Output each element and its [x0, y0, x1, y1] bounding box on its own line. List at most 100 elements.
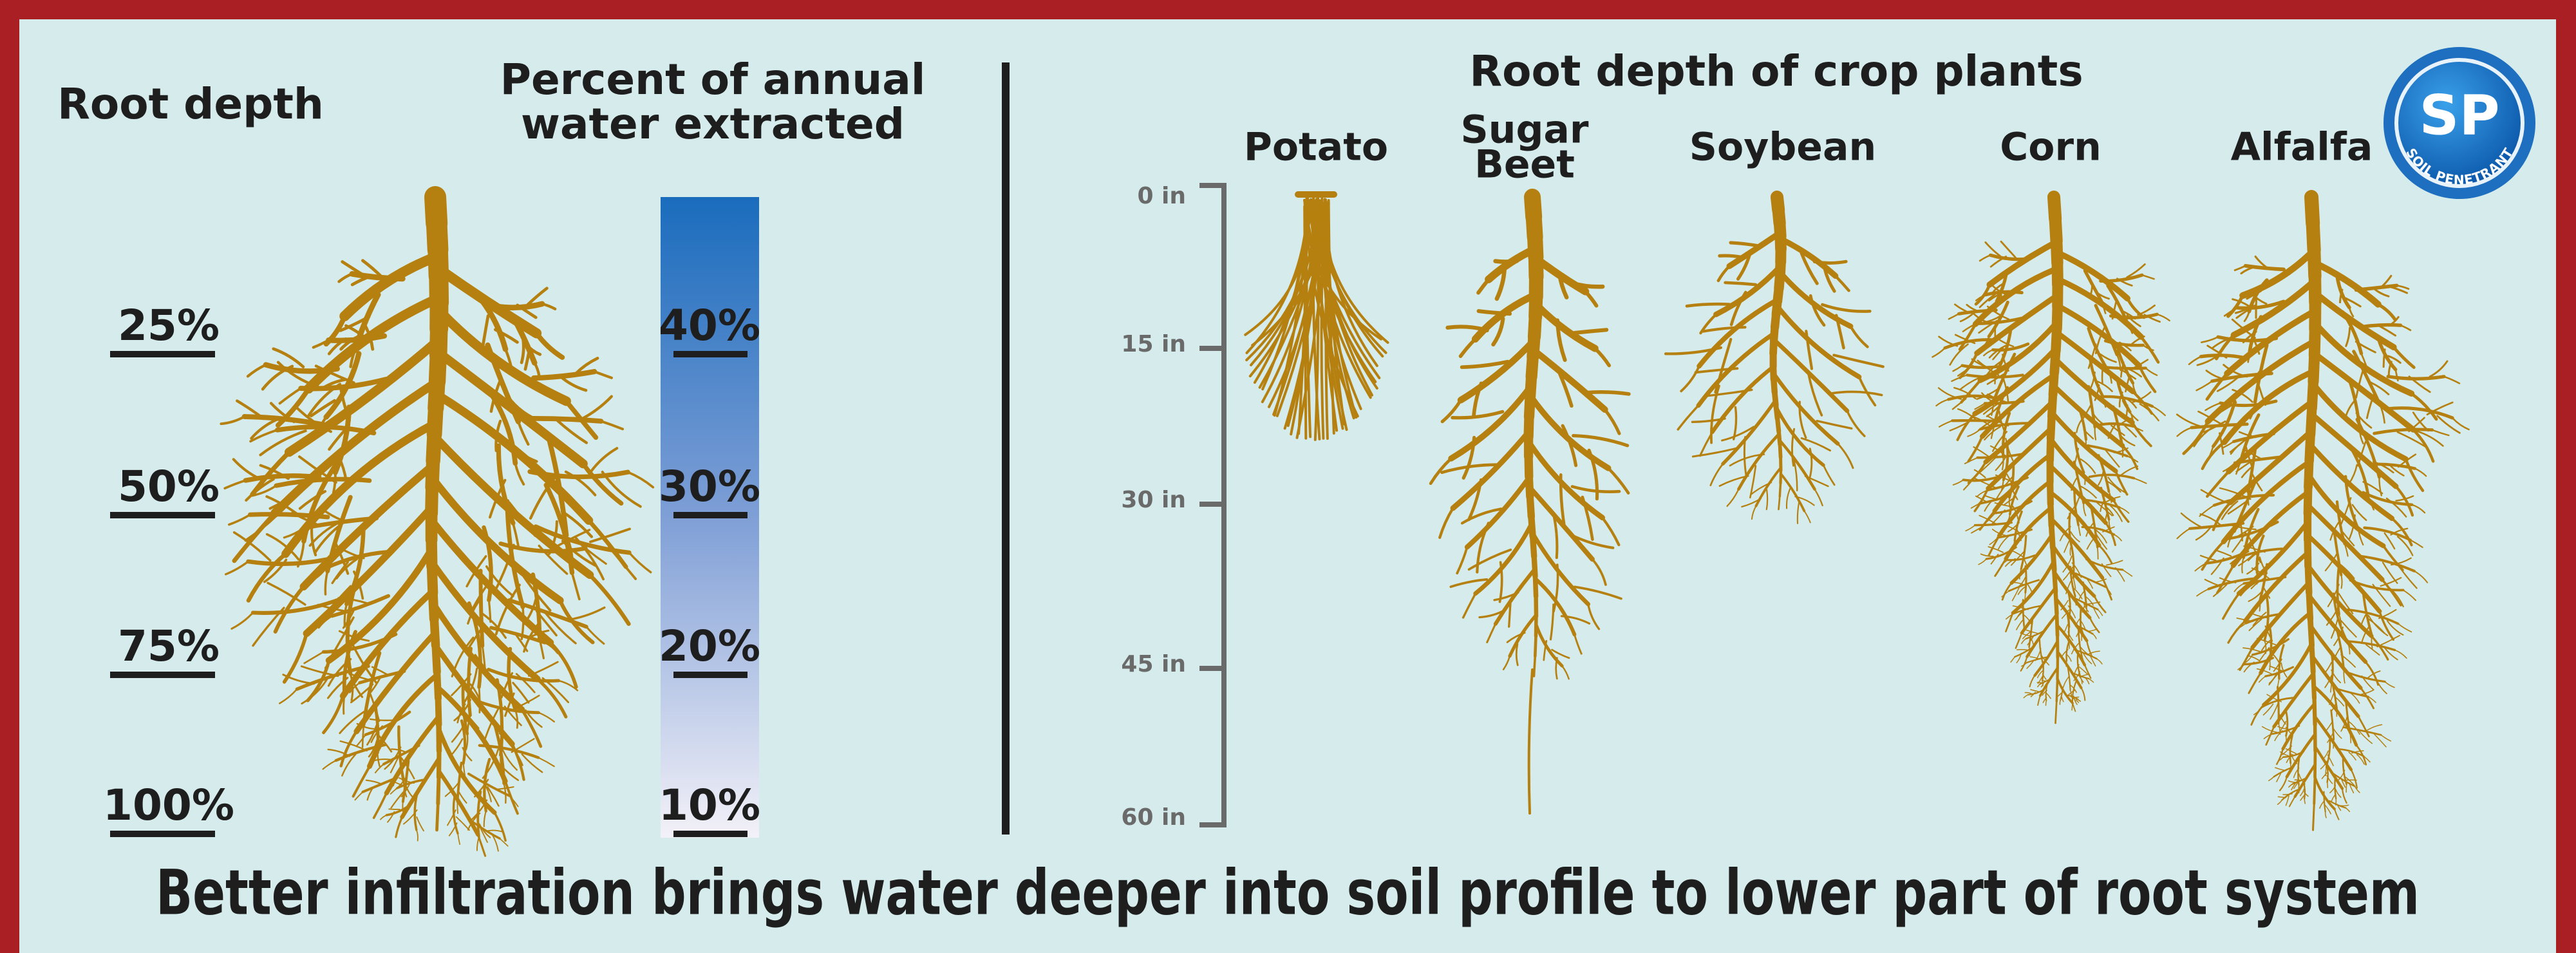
root [540, 302, 557, 310]
root [284, 335, 444, 457]
root [460, 719, 467, 765]
root [2083, 429, 2094, 440]
root [1591, 558, 1607, 586]
root [487, 829, 504, 833]
root [2387, 355, 2402, 364]
logo-disc [2394, 58, 2524, 188]
root [1527, 392, 1612, 471]
root [2040, 681, 2045, 688]
root [2380, 734, 2392, 742]
root [2293, 767, 2300, 778]
root [2130, 421, 2152, 448]
root [1303, 198, 1377, 383]
root [2036, 670, 2044, 679]
root [2100, 500, 2105, 513]
root [1974, 402, 1986, 410]
root [2014, 645, 2036, 658]
root [496, 786, 514, 790]
root [384, 714, 441, 796]
root [2004, 558, 2016, 567]
root [1821, 303, 1872, 313]
root [2024, 692, 2032, 694]
root [246, 552, 288, 603]
root [327, 748, 351, 757]
root [555, 418, 588, 444]
root [561, 540, 597, 567]
root [2237, 663, 2246, 670]
root [2258, 675, 2266, 683]
root [2085, 639, 2092, 657]
root [2256, 637, 2277, 646]
root [2285, 732, 2317, 778]
root [263, 558, 288, 583]
root [2395, 495, 2414, 502]
root [220, 415, 246, 426]
root [337, 597, 369, 605]
root [1581, 495, 1594, 541]
root [1549, 603, 1555, 641]
root [1984, 290, 2024, 297]
root [274, 476, 372, 488]
root [282, 674, 315, 685]
root [2026, 656, 2048, 664]
root [1561, 424, 1578, 467]
root [1729, 453, 1765, 467]
root [2223, 462, 2236, 473]
root [2242, 576, 2287, 585]
root [437, 727, 497, 815]
root [467, 817, 501, 840]
root [1726, 488, 1740, 507]
root [1970, 310, 1988, 323]
root [1977, 319, 2060, 383]
root [2087, 628, 2098, 632]
root [2396, 431, 2426, 448]
root [2097, 422, 2135, 428]
root [2232, 532, 2247, 553]
root [283, 527, 305, 539]
root [390, 755, 400, 773]
root [1572, 328, 1609, 335]
root [2411, 428, 2435, 463]
root [2367, 670, 2381, 679]
root [1975, 315, 2029, 325]
root [2199, 504, 2215, 517]
root [2251, 567, 2271, 580]
root [1957, 364, 1974, 377]
root [2347, 721, 2360, 735]
root [1486, 623, 1497, 643]
root [1559, 473, 1566, 528]
root [1975, 495, 1988, 503]
water-label: 40% [659, 301, 760, 350]
root [2383, 532, 2396, 550]
root [2210, 557, 2224, 575]
root [2102, 526, 2115, 533]
root [428, 516, 554, 646]
root-depth-label: 50% [118, 462, 220, 511]
root [373, 758, 393, 762]
water-label: 20% [659, 621, 760, 671]
logo-initials: SP [2420, 83, 2500, 147]
root [1986, 476, 2029, 491]
root [2216, 377, 2239, 392]
root [1713, 263, 1783, 317]
root [1966, 303, 1981, 313]
root [1978, 558, 1987, 565]
root [2056, 692, 2063, 698]
root [522, 416, 604, 424]
water-label: 30% [659, 462, 760, 511]
root [1680, 364, 1700, 393]
root [2105, 480, 2121, 493]
root [2400, 324, 2412, 332]
root [2023, 694, 2029, 699]
root [1560, 615, 1591, 625]
root [1571, 281, 1605, 289]
root [2243, 661, 2255, 673]
root [1532, 300, 1599, 352]
root [415, 829, 418, 842]
root [1988, 546, 2004, 553]
root [2299, 788, 2305, 797]
root [2010, 484, 2018, 500]
root [2145, 367, 2158, 376]
root [301, 678, 328, 705]
root [503, 705, 522, 726]
